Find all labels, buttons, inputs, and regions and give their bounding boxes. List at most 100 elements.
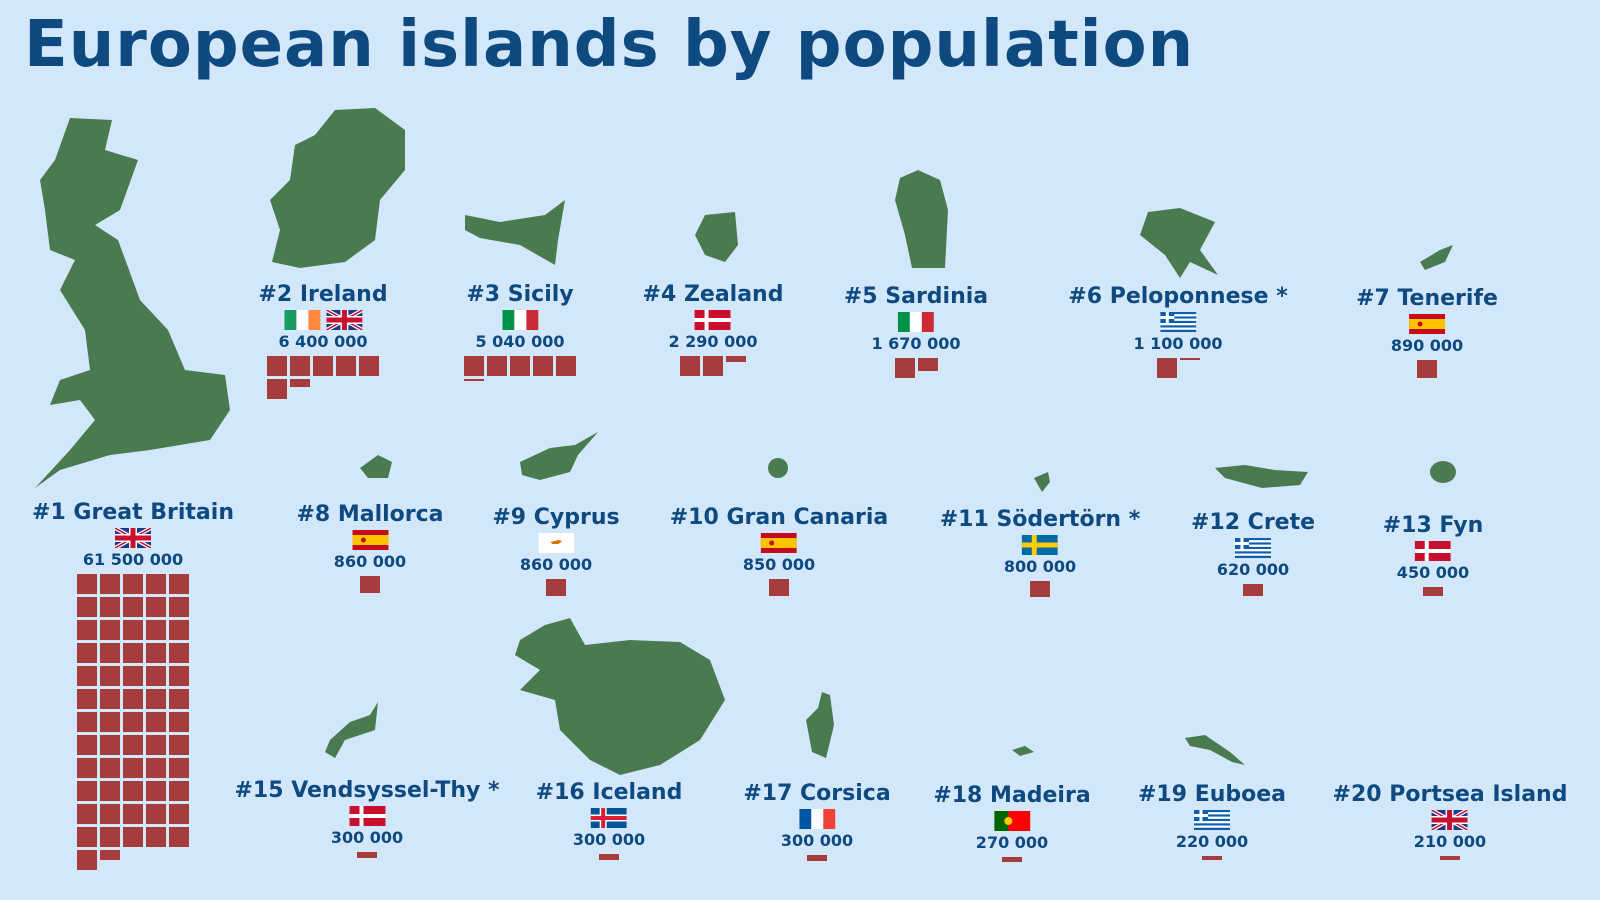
population-value: 620 000 (1216, 560, 1290, 579)
population-square-partial (1179, 358, 1200, 360)
population-square (169, 643, 189, 663)
flag-gb-icon (325, 308, 363, 332)
island-label: #3 Sicily (466, 282, 574, 307)
population-value: 300 000 (330, 828, 404, 847)
population-square (169, 758, 189, 778)
population-square (77, 689, 97, 709)
population-square (169, 689, 189, 709)
population-value: 61 500 000 (82, 550, 184, 569)
population-square (703, 356, 723, 376)
population-square (100, 827, 120, 847)
population-square (123, 643, 143, 663)
ireland-shape (270, 108, 405, 268)
population-square (77, 758, 97, 778)
population-value: 800 000 (1003, 557, 1077, 576)
population-square (123, 597, 143, 617)
population-square (100, 758, 120, 778)
population-square-partial (1243, 584, 1263, 596)
population-square (100, 712, 120, 732)
population-value: 890 000 (1390, 336, 1464, 355)
population-square-partial (546, 579, 566, 596)
island-card: #19 Euboea 220 000 (1138, 782, 1286, 852)
population-square (533, 356, 553, 376)
population-square-partial (360, 576, 380, 593)
island-label: #11 Södertörn * (939, 507, 1141, 532)
island-label: #13 Fyn (1382, 513, 1484, 538)
population-square-partial (1423, 587, 1443, 596)
population-square (100, 804, 120, 824)
population-square (169, 574, 189, 594)
island-label: #9 Cyprus (492, 505, 620, 530)
island-label: #8 Mallorca (296, 502, 444, 527)
island-card: #7 Tenerife 890 000 (1356, 286, 1498, 356)
flags (1383, 541, 1484, 561)
population-square (359, 356, 379, 376)
island-label: #18 Madeira (933, 783, 1091, 808)
population-square (487, 356, 507, 376)
population-square (169, 827, 189, 847)
flags (234, 806, 499, 826)
population-square-partial (1440, 856, 1460, 860)
island-label: #10 Gran Canaria (669, 505, 889, 530)
peloponnese-shape (1140, 208, 1218, 278)
flags (466, 310, 573, 330)
madeira-shape (1012, 746, 1034, 756)
population-square (146, 735, 166, 755)
island-label: #16 Iceland (535, 780, 683, 805)
population-square (123, 712, 143, 732)
fyn-shape (1430, 461, 1456, 483)
population-square (146, 666, 166, 686)
population-value: 850 000 (742, 555, 816, 574)
population-value: 270 000 (975, 833, 1049, 852)
population-value: 300 000 (780, 831, 854, 850)
population-square (146, 574, 166, 594)
island-card: #5 Sardinia 1 670 000 (844, 284, 988, 354)
population-square (313, 356, 333, 376)
flag-cy-icon (538, 533, 574, 553)
population-square (510, 356, 530, 376)
flags (1333, 808, 1568, 832)
population-value: 450 000 (1396, 563, 1470, 582)
island-label: #12 Crete (1190, 510, 1316, 535)
island-label: #20 Portsea Island (1332, 782, 1568, 807)
population-square (100, 597, 120, 617)
population-square-partial (769, 579, 789, 596)
flag-dk-icon (694, 310, 731, 330)
population-square (556, 356, 576, 376)
population-square (100, 643, 120, 663)
population-square-partial (726, 356, 746, 362)
flag-se-icon (1022, 535, 1058, 555)
population-square (77, 735, 97, 755)
flag-pt-icon (993, 811, 1030, 831)
population-square (146, 620, 166, 640)
population-square (123, 666, 143, 686)
flag-it-icon (502, 310, 538, 330)
island-label: #2 Ireland (258, 282, 388, 307)
island-card: #12 Crete 620 000 (1191, 510, 1315, 580)
population-square (169, 597, 189, 617)
island-card: #3 Sicily 5 040 000 (466, 282, 573, 352)
flags (1356, 314, 1498, 334)
population-square (123, 804, 143, 824)
population-square-partial (599, 854, 619, 860)
population-square (77, 620, 97, 640)
zealand-shape (695, 212, 738, 262)
population-square (77, 712, 97, 732)
corsica-shape (806, 692, 834, 758)
population-square (100, 620, 120, 640)
population-square (169, 804, 189, 824)
population-square (290, 356, 310, 376)
population-square (894, 358, 915, 378)
island-label: #15 Vendsyssel-Thy * (234, 778, 500, 803)
population-value: 220 000 (1175, 832, 1249, 851)
flag-it-icon (898, 312, 934, 332)
population-square (336, 356, 356, 376)
population-square (100, 574, 120, 594)
island-label: #6 Peloponnese * (1068, 284, 1288, 309)
population-square (77, 643, 97, 663)
population-square (100, 666, 120, 686)
island-label: #1 Great Britain (32, 500, 234, 525)
island-label: #19 Euboea (1137, 782, 1287, 807)
population-square (123, 620, 143, 640)
